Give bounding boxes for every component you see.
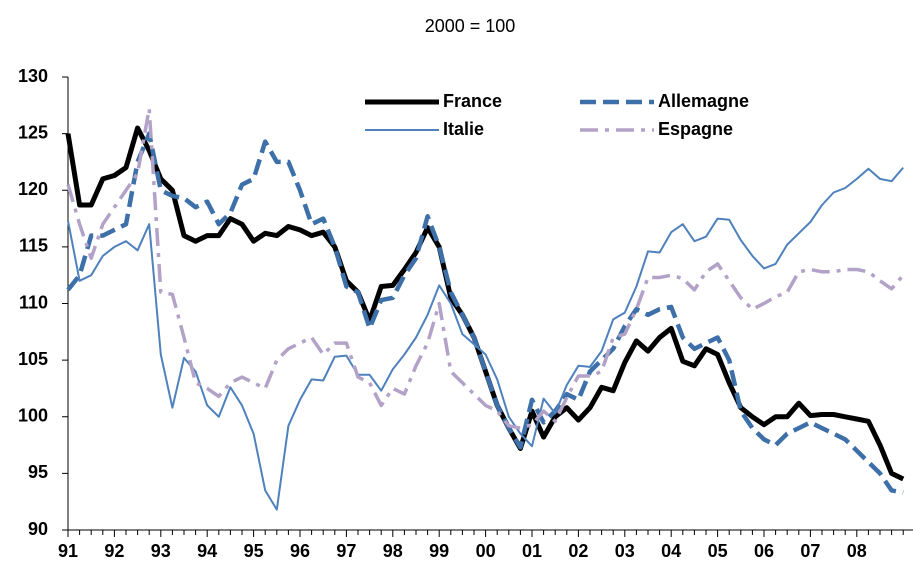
series-line xyxy=(66,131,904,495)
y-tick-label: 110 xyxy=(19,292,48,312)
x-tick-label: 98 xyxy=(383,541,403,561)
x-tick-label: 02 xyxy=(568,541,588,561)
series-line xyxy=(66,106,905,430)
x-tick-label: 00 xyxy=(476,541,496,561)
x-tick-label: 05 xyxy=(708,541,728,561)
x-tick-label: 91 xyxy=(58,541,78,561)
y-tick-label: 120 xyxy=(18,179,48,199)
x-tick-label: 03 xyxy=(615,541,635,561)
x-tick-label: 07 xyxy=(800,541,820,561)
x-tick-label: 08 xyxy=(847,541,867,561)
legend-label: Espagne xyxy=(658,119,733,139)
y-tick-label: 90 xyxy=(28,519,48,539)
y-tick-label: 115 xyxy=(19,236,48,256)
legend-label: France xyxy=(443,91,502,111)
y-tick-label: 100 xyxy=(18,406,48,426)
x-tick-label: 01 xyxy=(522,541,542,561)
x-tick-label: 95 xyxy=(244,541,264,561)
series-line xyxy=(67,166,904,511)
y-tick-label: 105 xyxy=(18,349,48,369)
legend-label: Allemagne xyxy=(658,91,749,111)
y-tick-label: 125 xyxy=(18,122,48,142)
x-tick-label: 94 xyxy=(197,541,217,561)
y-tick-label: 130 xyxy=(18,66,48,86)
legend-label: Italie xyxy=(443,119,484,139)
x-tick-label: 96 xyxy=(290,541,310,561)
x-tick-label: 06 xyxy=(754,541,774,561)
x-tick-label: 92 xyxy=(104,541,124,561)
x-tick-label: 93 xyxy=(151,541,171,561)
y-tick-label: 95 xyxy=(28,462,48,482)
x-tick-label: 97 xyxy=(336,541,356,561)
chart-title: 2000 = 100 xyxy=(425,16,516,36)
x-tick-label: 99 xyxy=(429,541,449,561)
series-line xyxy=(65,125,905,482)
x-tick-label: 04 xyxy=(661,541,681,561)
